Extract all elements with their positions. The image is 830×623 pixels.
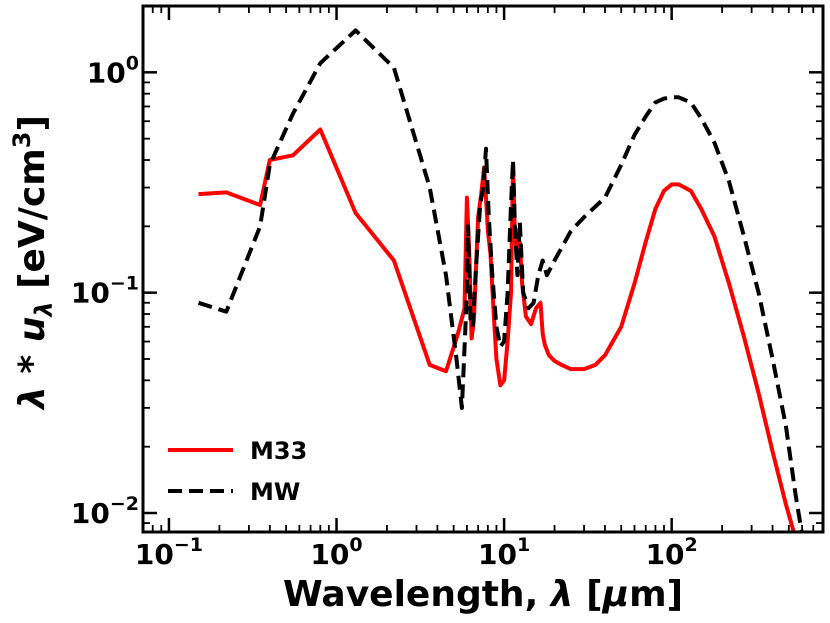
y-tick-exponent: 0 [126,52,139,74]
x-tick-exponent: −1 [174,534,203,556]
y-axis-label-symbol1: λ [12,386,53,411]
x-tick-base: 10 [646,538,685,571]
x-tick-exponent: 0 [349,534,362,556]
x-tick-label: 101 [478,534,530,571]
x-tick-base: 10 [310,538,349,571]
series-layer [197,28,804,532]
series-line-mw [197,28,804,532]
x-tick-exponent: 1 [517,534,530,556]
y-axis-label: λ * uλ [eV/cm3] [8,115,58,411]
series-line-m33 [198,127,796,532]
y-tick-label: 10−2 [71,493,139,530]
x-axis-label-prefix: Wavelength, [283,574,551,615]
y-axis-label-op: * [12,342,53,386]
y-tick-label: 100 [87,52,139,89]
y-axis-label-unit-open: [eV/cm [12,148,53,301]
x-tick-exponent: 2 [685,534,698,556]
y-tick-label: 10−1 [71,273,139,310]
legend: M33 MW [168,437,307,506]
x-tick-base: 10 [135,538,174,571]
x-axis-label-unit-rest: m] [629,574,683,615]
y-axis-label-unit-close: ] [12,115,53,131]
x-axis-label: Wavelength, λ [μm] [283,574,683,615]
y-axis-label-subscript: λ [30,301,58,318]
y-tick-exponent: −2 [110,493,139,515]
x-tick-label: 100 [310,534,362,571]
x-axis-label-symbol: λ [549,574,574,615]
x-tick-label: 10−1 [135,534,203,571]
y-axis-label-symbol2: u [12,317,53,343]
y-tick-base: 10 [87,56,126,89]
y-tick-base: 10 [71,497,110,530]
plot-area [143,6,823,532]
legend-m33-label: M33 [250,437,307,465]
x-tick-label: 102 [646,534,698,571]
plot-frame [141,4,825,534]
x-tick-base: 10 [478,538,517,571]
y-tick-exponent: −1 [110,273,139,295]
x-axis-label-unit-open: [ [574,574,603,615]
legend-mw-label: MW [250,478,300,506]
y-axis-label-unit-sup: 3 [8,131,36,148]
y-tick-base: 10 [71,277,110,310]
x-axis-label-unit-symbol: μ [602,574,630,615]
